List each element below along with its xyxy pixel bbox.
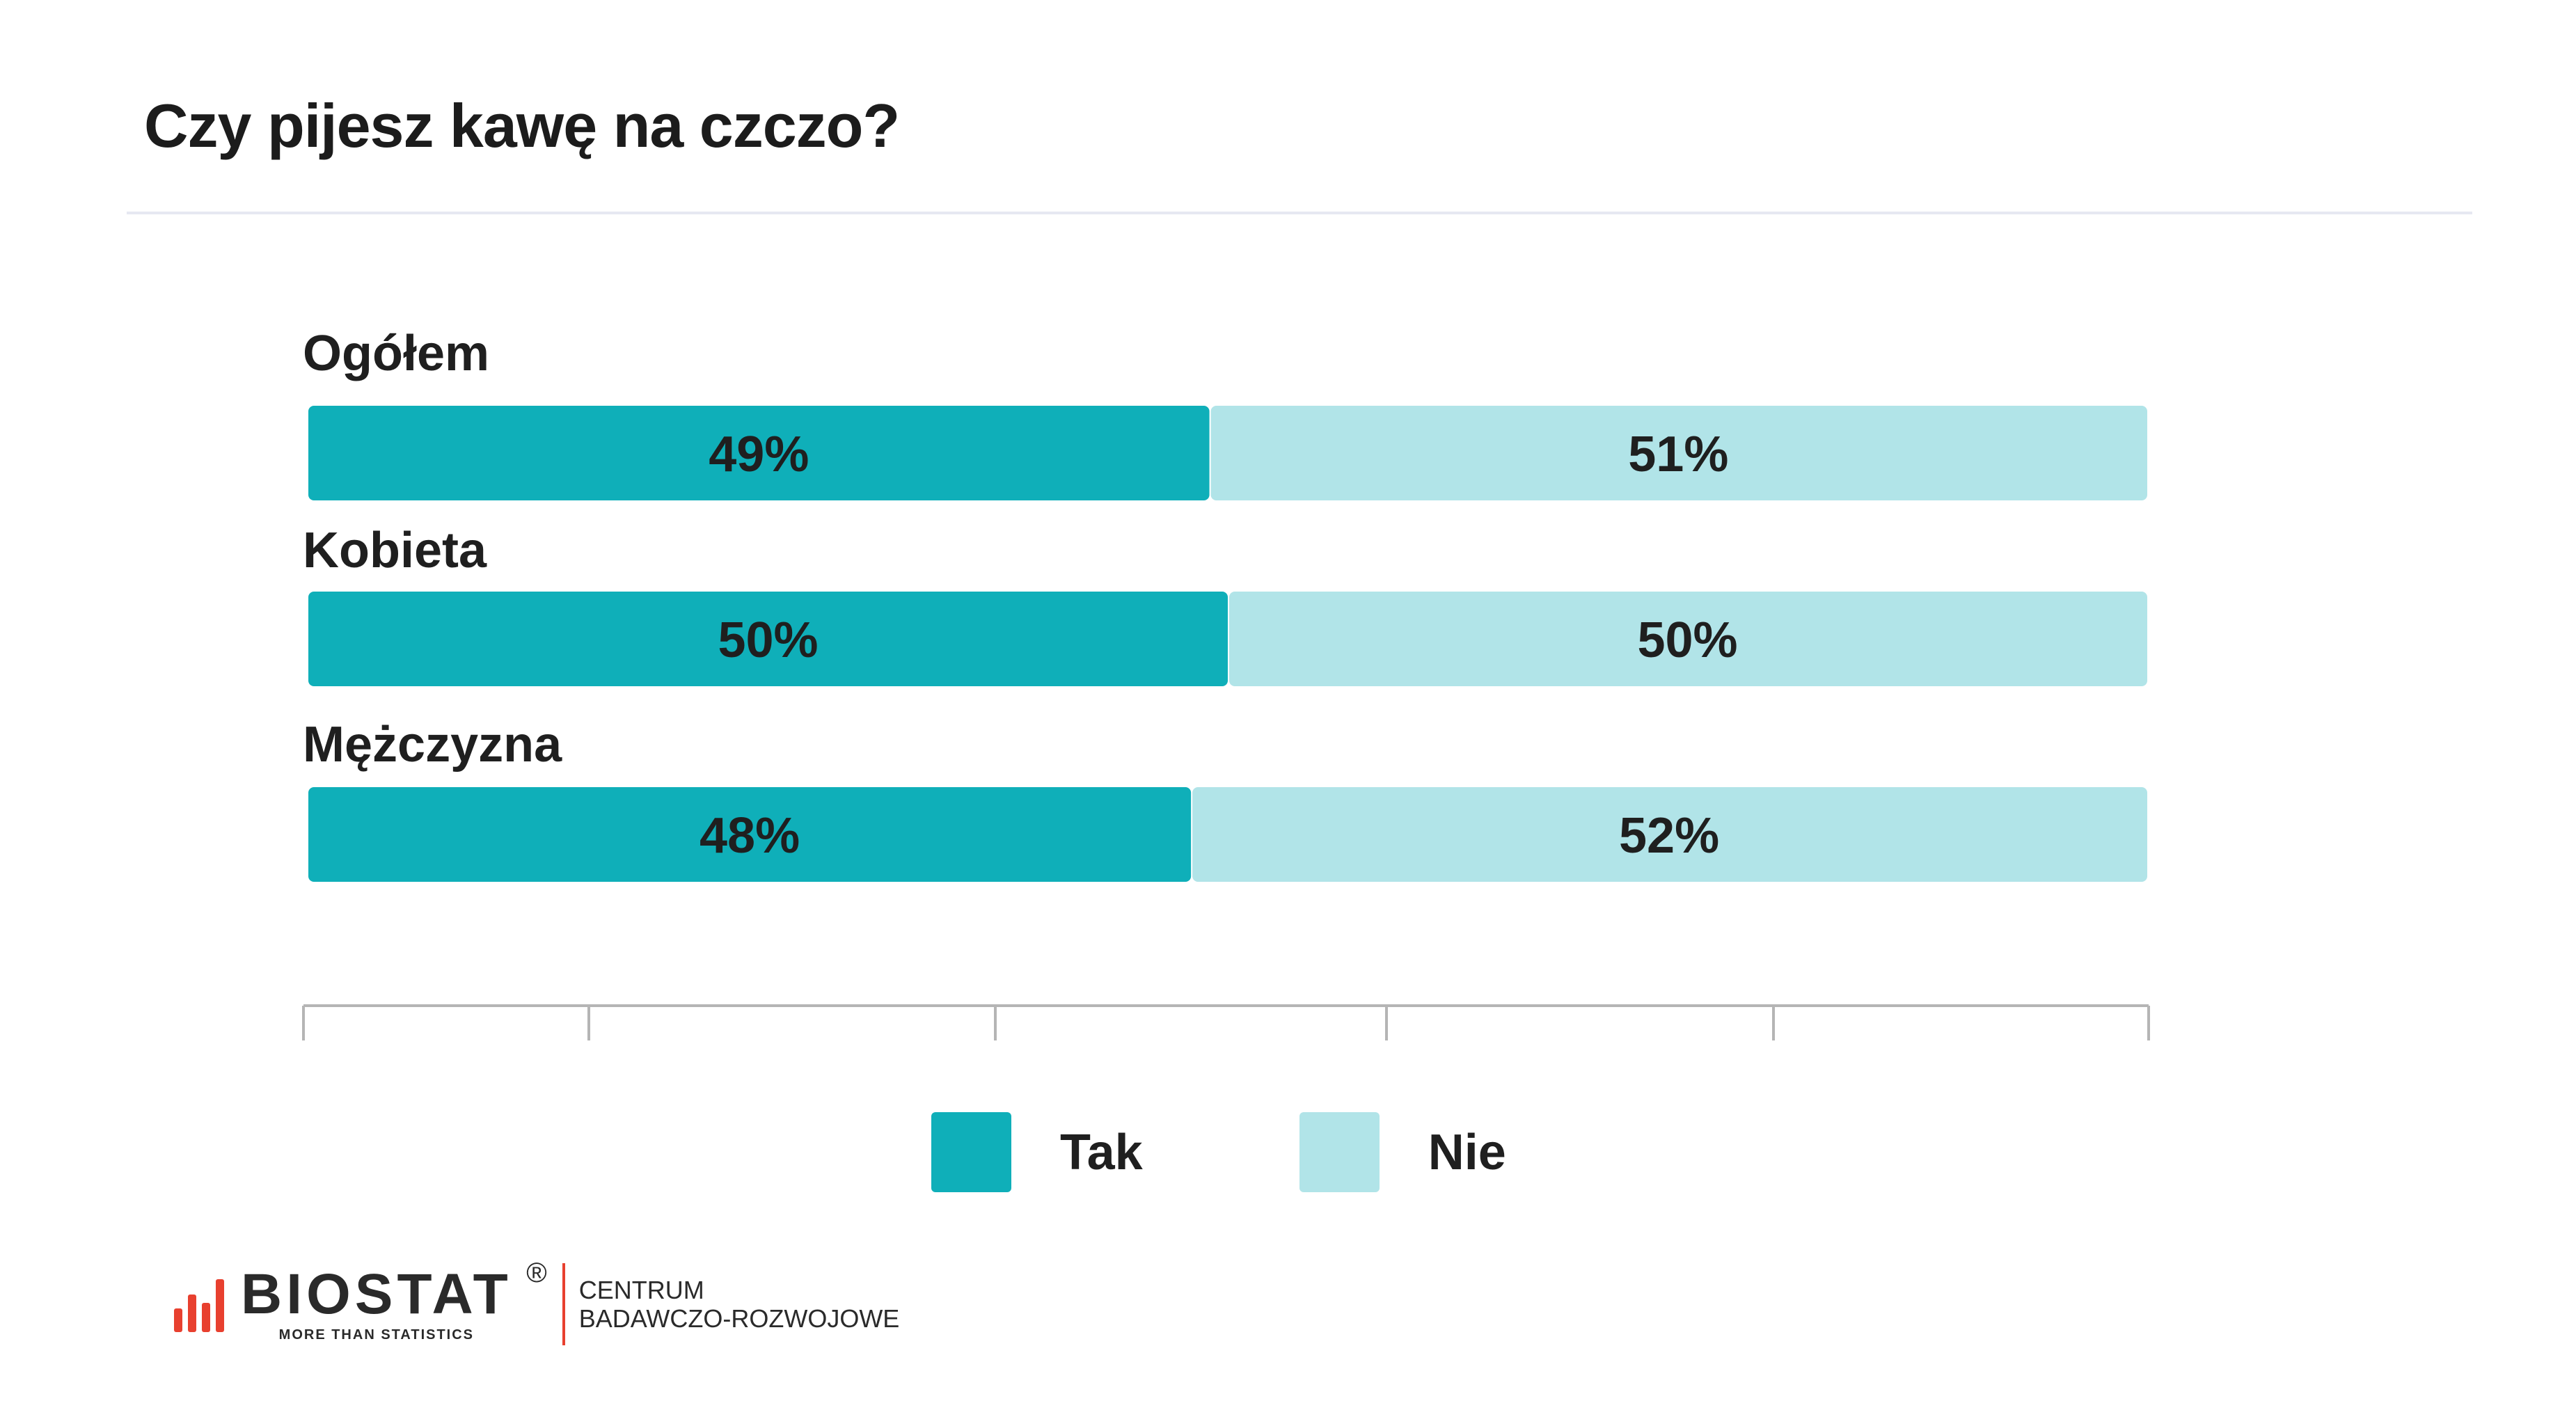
logo-tagline: MORE THAN STATISTICS — [278, 1327, 475, 1343]
legend-item-nie: Nie — [1299, 1112, 1506, 1192]
centrum-text: CENTRUM BADAWCZO-ROZWOJOWE — [579, 1276, 900, 1333]
data-label-kobieta-nie: 50% — [1637, 612, 1737, 668]
data-label-ogolem-tak: 49% — [709, 427, 809, 482]
data-label-ogolem-nie: 51% — [1628, 427, 1728, 482]
page-title: Czy pijesz kawę na czczo? — [144, 91, 900, 160]
registered-mark: ® — [526, 1257, 547, 1288]
bar-kobieta-nie — [1229, 592, 2147, 686]
legend-item-tak: Tak — [931, 1112, 1143, 1192]
category-label-ogolem: Ogółem — [303, 326, 489, 381]
logo-name: BIOSTAT — [241, 1262, 512, 1326]
title-divider — [127, 212, 2472, 214]
category-label-mezczyzna: Mężczyzna — [303, 717, 562, 773]
centrum-line-1: CENTRUM — [578, 1275, 704, 1304]
data-label-mezczyzna-tak: 48% — [700, 808, 800, 864]
legend-swatch-tak — [931, 1112, 1011, 1192]
data-label-kobieta-tak: 50% — [718, 612, 818, 668]
bar-chart-icon — [174, 1276, 230, 1332]
centrum-line-2: BADAWCZO-ROZWOJOWE — [578, 1304, 900, 1333]
bar-ogolem-tak — [308, 406, 1210, 500]
bar-ogolem-nie — [1210, 406, 2147, 500]
category-label-kobieta: Kobieta — [303, 523, 487, 578]
logo-separator — [562, 1263, 565, 1345]
stacked-bar-chart: Ogółem 49% 51% Kobieta 50% 50% Mężczyzna 48% 52% — [302, 326, 2150, 1040]
biostat-wordmark: BIOSTAT ® MORE THAN STATISTICS — [241, 1258, 547, 1343]
bar-mezczyzna-tak — [308, 787, 1192, 882]
legend-label-tak: Tak — [1060, 1124, 1143, 1180]
x-axis — [302, 1004, 2150, 1040]
footer-logo: BIOSTAT ® MORE THAN STATISTICS CENTRUM B… — [174, 1258, 900, 1345]
data-label-mezczyzna-nie: 52% — [1619, 808, 1719, 864]
legend-swatch-nie — [1299, 1112, 1380, 1192]
bar-kobieta-tak — [308, 592, 1228, 686]
legend: Tak Nie — [931, 1112, 1663, 1192]
bar-mezczyzna-nie — [1192, 787, 2147, 882]
legend-label-nie: Nie — [1428, 1124, 1506, 1180]
